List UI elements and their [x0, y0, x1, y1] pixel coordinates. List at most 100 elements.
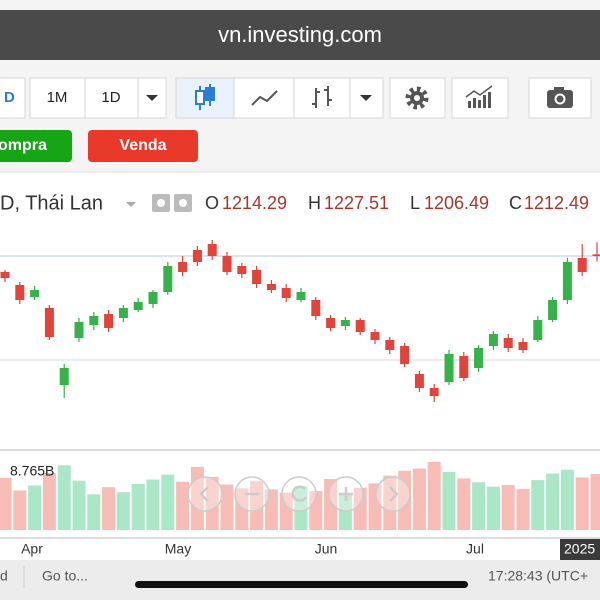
candle-body [296, 292, 306, 300]
indicators-button[interactable] [451, 77, 509, 119]
candle-body [562, 262, 572, 300]
candle-body [355, 320, 365, 332]
footer-left: d [0, 568, 8, 584]
candle-body [533, 320, 543, 340]
ohlc-label: H [308, 193, 321, 213]
ohlc-value: 1206.49 [424, 193, 489, 213]
month-label: Jul [466, 541, 484, 557]
ohlc-value: 1227.51 [324, 193, 389, 213]
volume-bar [131, 483, 145, 530]
volume-bar [220, 484, 234, 530]
volume-bar [176, 481, 190, 530]
ohlc-label: L [410, 193, 420, 213]
volume-bar [368, 483, 382, 530]
volume-bar [427, 462, 441, 530]
nav-right[interactable] [375, 476, 411, 512]
nav-left[interactable] [187, 476, 223, 512]
buy-button[interactable] [0, 130, 72, 162]
chart-navigation [187, 476, 411, 512]
volume-bar [486, 486, 500, 530]
ohlc-label: O [205, 193, 219, 213]
candle-body [592, 254, 600, 257]
goto-link[interactable]: Go to... [42, 568, 88, 584]
candle-body [518, 342, 528, 350]
candle-body [30, 290, 40, 297]
nav-reset[interactable] [281, 476, 317, 512]
candle-body [222, 256, 232, 272]
volume-bar [472, 482, 486, 530]
volume-bar [205, 476, 219, 530]
volume-bar [442, 471, 456, 530]
candle-body [118, 308, 128, 318]
candle-body [548, 300, 558, 320]
dropdown-arrow [360, 95, 372, 101]
settings-icon-gear [179, 199, 187, 207]
dropdown-arrow [146, 95, 158, 101]
candle-body [178, 262, 188, 272]
period-button[interactable] [0, 77, 26, 119]
volume-bar [324, 479, 338, 530]
volume-label: 8.765B [10, 463, 54, 479]
candle-body [400, 346, 410, 364]
period-button[interactable] [29, 77, 86, 119]
candle-body [237, 266, 247, 274]
month-label: Apr [21, 541, 43, 557]
symbol-name: D, Thái Lan [0, 192, 103, 214]
period-button[interactable] [84, 77, 139, 119]
bar-icon [312, 86, 332, 108]
volume-bar [42, 472, 56, 530]
bar-type-button[interactable] [293, 77, 351, 119]
nav-icons [199, 485, 399, 502]
candle-body [281, 288, 291, 298]
volume-bar [412, 468, 426, 530]
volume-bar [161, 474, 175, 530]
candle-body [0, 272, 10, 278]
candle-body [385, 340, 395, 350]
volumes [0, 462, 600, 530]
period-label: 1D [101, 89, 120, 106]
address-bar[interactable] [0, 10, 600, 60]
sell-label: Venda [119, 137, 166, 154]
candle-body [104, 314, 114, 328]
candle-body [192, 250, 202, 262]
indicators-icon [468, 92, 491, 108]
volume-bar [87, 494, 101, 530]
candle-body [459, 356, 469, 378]
candle-icon [195, 84, 215, 110]
line-type-button[interactable] [233, 77, 295, 119]
period-label: D [4, 89, 15, 106]
period-label: 1M [47, 89, 68, 106]
volume-bar [457, 478, 471, 530]
year-label: 2025 [564, 541, 595, 557]
candles [0, 240, 600, 402]
volume-bar [501, 485, 515, 530]
candle-body [311, 300, 321, 316]
candle-body [163, 266, 173, 292]
sell-button[interactable] [88, 130, 198, 162]
volume-bar [590, 474, 600, 530]
candle-body [488, 334, 498, 346]
candle-body [429, 388, 439, 396]
volume-bar [57, 465, 71, 530]
candle-body [15, 285, 25, 300]
buy-label: ompra [0, 137, 47, 154]
candle-body [89, 316, 99, 325]
home-indicator [135, 581, 468, 588]
candle-body [44, 308, 54, 337]
candle-body [326, 318, 336, 328]
month-label: Jun [315, 541, 338, 557]
camera-icon [547, 87, 573, 108]
ohlc-label: C [509, 193, 522, 213]
symbol-dropdown[interactable] [126, 202, 136, 207]
candle-body [577, 258, 587, 272]
volume-bar [353, 487, 367, 530]
volume-bar [516, 488, 530, 530]
volume-bar [235, 488, 249, 530]
candle-body [207, 244, 217, 256]
ohlc-value: 1212.49 [524, 193, 589, 213]
visibility-icon-eye [157, 199, 165, 207]
ohlc-value: 1214.29 [222, 193, 287, 213]
